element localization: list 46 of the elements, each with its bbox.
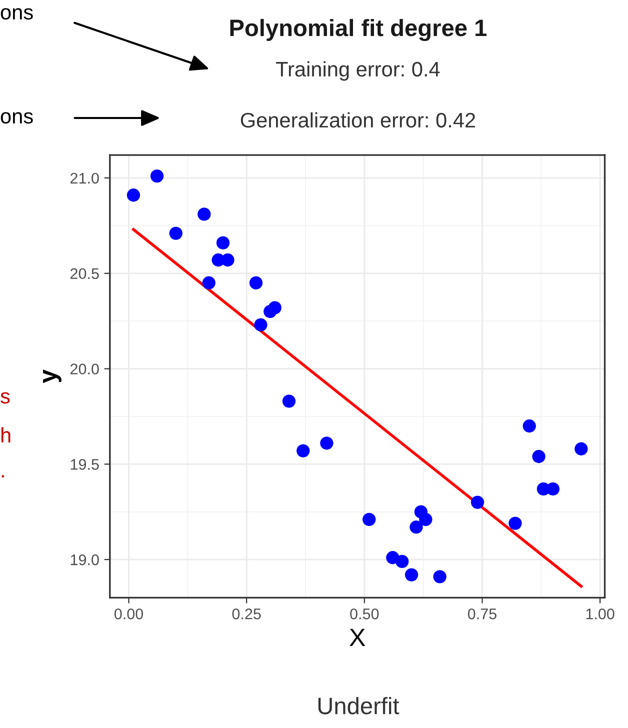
- point: [419, 512, 432, 526]
- x-tick-label: 0.25: [232, 608, 261, 620]
- point: [522, 419, 536, 433]
- text: Generalization error: 0.42: [240, 112, 476, 128]
- point: [508, 516, 522, 530]
- text: ons: [0, 8, 33, 20]
- chart-subtitle: Training error: 0.4: [276, 61, 440, 81]
- point: [202, 276, 216, 290]
- chart-title: Polynomial fit degree 1: [230, 18, 487, 42]
- point: [404, 568, 418, 582]
- y-tick-label: 19.5: [70, 459, 99, 470]
- point: [268, 301, 282, 314]
- x-tick-label: 0.00: [114, 608, 144, 620]
- point: [169, 226, 182, 240]
- text: ons: [0, 112, 33, 124]
- point: [254, 318, 268, 332]
- y-tick-label: 21.0: [70, 172, 99, 184]
- text: h: [1, 427, 10, 442]
- x-tick-label: 1.00: [586, 608, 614, 620]
- text: .: [2, 475, 4, 478]
- point: [574, 442, 588, 456]
- point: [410, 520, 423, 534]
- point: [532, 450, 546, 464]
- y-tick-label: 20.0: [70, 364, 99, 374]
- point: [433, 570, 446, 584]
- point: [216, 236, 230, 250]
- point: [150, 169, 164, 183]
- text: Underfit: [318, 696, 400, 714]
- point: [320, 436, 334, 450]
- y-tick-label: 19.0: [70, 554, 99, 566]
- text: s: [0, 392, 10, 404]
- point: [221, 253, 234, 267]
- x-tick-label: 0.50: [350, 608, 379, 620]
- point: [249, 276, 263, 290]
- point: [396, 554, 409, 568]
- point: [470, 496, 484, 509]
- y-tick-label: 20.5: [70, 268, 99, 280]
- point: [282, 394, 296, 408]
- point: [126, 188, 140, 202]
- point: [362, 512, 376, 526]
- x-tick-label: 0.75: [468, 608, 496, 620]
- x-axis-title: X: [350, 628, 366, 646]
- point: [546, 482, 560, 496]
- point: [198, 208, 211, 221]
- y-axis-title: y: [43, 370, 62, 384]
- point: [296, 444, 310, 458]
